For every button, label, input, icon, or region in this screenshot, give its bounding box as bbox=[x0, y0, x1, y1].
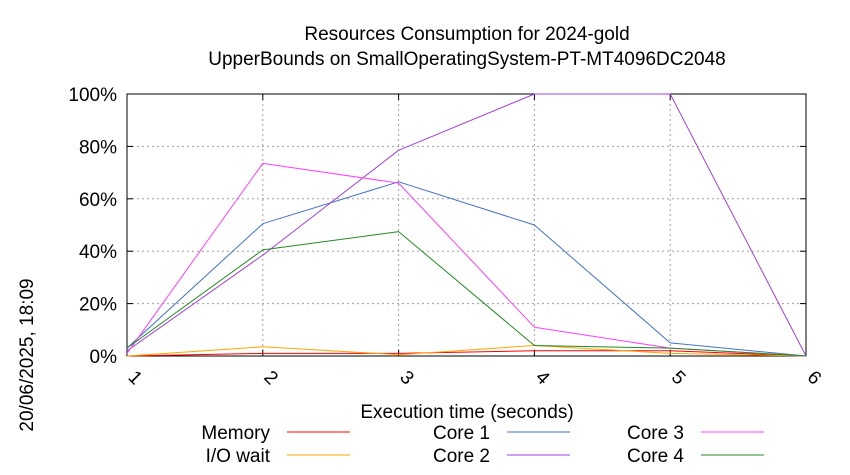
legend-label: Core 1 bbox=[433, 423, 490, 444]
series-line-memory bbox=[126, 350, 807, 357]
series-line-i-o-wait bbox=[126, 345, 807, 357]
axes: 0% 20% 40% 60% 80% 100% 1 2 3 4 5 6 bbox=[68, 85, 825, 390]
x-tick-label: 1 bbox=[124, 367, 146, 389]
legend-label: Core 3 bbox=[627, 423, 684, 444]
legend-label: I/O wait bbox=[206, 446, 271, 467]
legend-label: Memory bbox=[201, 423, 270, 444]
series-line-core-3 bbox=[126, 162, 807, 357]
x-tick-label: 6 bbox=[803, 367, 825, 389]
series-line-core-2 bbox=[126, 93, 807, 357]
chart-title: Resources Consumption for 2024-gold bbox=[304, 24, 629, 45]
series-line-core-4 bbox=[126, 231, 807, 357]
x-tick-label: 4 bbox=[531, 367, 554, 390]
timestamp-label: 20/06/2025, 18:09 bbox=[17, 278, 38, 431]
legend-label: Core 2 bbox=[433, 446, 490, 467]
chart-subtitle: UpperBounds on SmallOperatingSystem-PT-M… bbox=[208, 49, 725, 70]
legend-label: Core 4 bbox=[627, 446, 684, 467]
series-line-core-1 bbox=[126, 181, 807, 357]
plot-series bbox=[126, 93, 807, 357]
y-tick-label: 80% bbox=[79, 137, 117, 158]
y-tick-label: 100% bbox=[68, 85, 117, 106]
x-axis-label: Execution time (seconds) bbox=[360, 402, 573, 423]
y-tick-label: 40% bbox=[79, 242, 117, 263]
y-tick-label: 20% bbox=[79, 295, 117, 316]
x-tick-label: 5 bbox=[667, 367, 689, 389]
y-tick-label: 60% bbox=[79, 190, 117, 211]
plot-frame bbox=[126, 93, 807, 357]
y-tick-label: 0% bbox=[90, 347, 118, 368]
grid bbox=[127, 94, 806, 356]
x-tick-label: 2 bbox=[260, 367, 282, 389]
x-tick-label: 3 bbox=[395, 367, 417, 389]
